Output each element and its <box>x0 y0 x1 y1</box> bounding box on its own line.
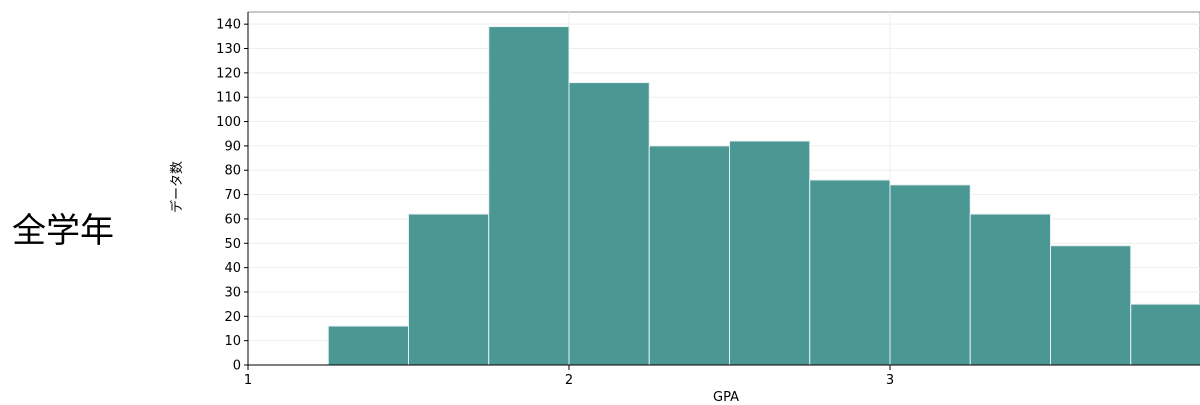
y-tick-label: 110 <box>216 91 241 106</box>
y-tick-label: 10 <box>224 334 241 349</box>
y-tick-label: 90 <box>224 139 241 154</box>
y-axis-title: データ数 <box>169 161 185 213</box>
histogram-bar <box>969 213 1051 366</box>
y-tick-label: 80 <box>224 164 241 179</box>
histogram-bar <box>488 26 570 366</box>
x-tick-label: 3 <box>886 373 894 388</box>
x-tick-label: 2 <box>565 373 573 388</box>
y-tick-label: 30 <box>224 285 241 300</box>
side-label: 全学年 <box>12 211 114 251</box>
y-tick-label: 20 <box>224 310 241 325</box>
y-tick-label: 100 <box>216 115 241 130</box>
histogram-bar <box>1050 245 1132 366</box>
histogram-bar <box>327 325 409 366</box>
x-axis-title: GPA <box>713 390 739 405</box>
histogram-bar <box>648 145 730 366</box>
axes <box>244 12 1200 370</box>
x-tick-label: 1 <box>244 373 252 388</box>
y-tick-label: 120 <box>216 66 241 81</box>
histogram-bar <box>809 179 891 366</box>
y-tick-label: 60 <box>224 212 241 227</box>
histogram-bar <box>568 82 650 366</box>
y-tick-label: 70 <box>224 188 241 203</box>
y-tick-label: 40 <box>224 261 241 276</box>
histogram-bar <box>889 184 971 366</box>
histogram-bar <box>729 140 811 366</box>
histogram-bar <box>1130 303 1200 366</box>
y-tick-label: 50 <box>224 237 241 252</box>
y-tick-label: 140 <box>216 18 241 33</box>
y-tick-label: 130 <box>216 42 241 57</box>
histogram-bar <box>408 213 490 366</box>
histogram-bars <box>327 26 1200 366</box>
tick-labels: 01020304050607080901001101201301401234 <box>216 18 894 388</box>
y-tick-label: 0 <box>233 359 241 374</box>
